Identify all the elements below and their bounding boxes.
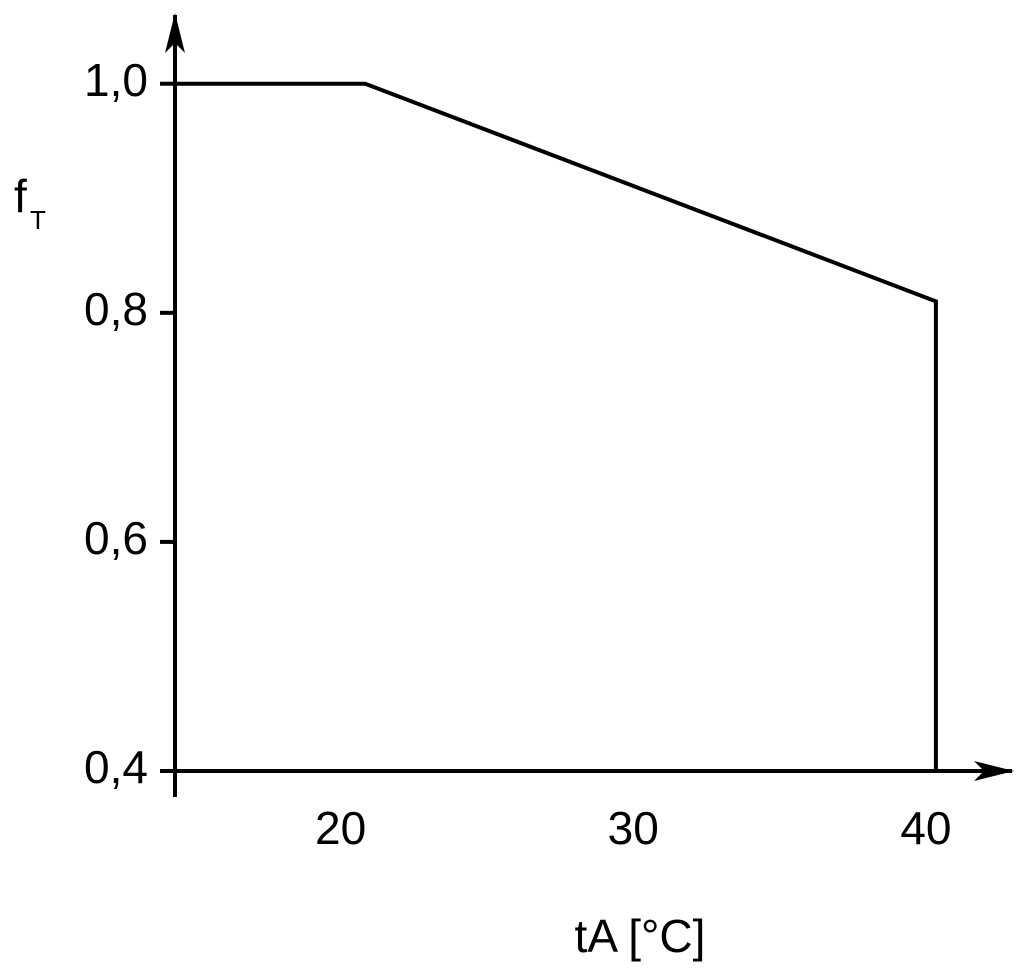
y-tick-label: 0,8 bbox=[84, 283, 148, 335]
y-axis-label-subscript: T bbox=[30, 205, 46, 235]
y-tick-label: 1,0 bbox=[84, 54, 148, 106]
data-line bbox=[175, 81, 938, 771]
y-tick-label: 0,4 bbox=[84, 741, 148, 793]
x-tick-label: 30 bbox=[608, 802, 659, 854]
x-tick-label: 40 bbox=[900, 802, 951, 854]
y-axis-label: f bbox=[14, 170, 27, 222]
x-tick-label: 20 bbox=[315, 802, 366, 854]
y-tick-label: 0,6 bbox=[84, 512, 148, 564]
x-axis-label: tA [°C] bbox=[575, 910, 706, 962]
